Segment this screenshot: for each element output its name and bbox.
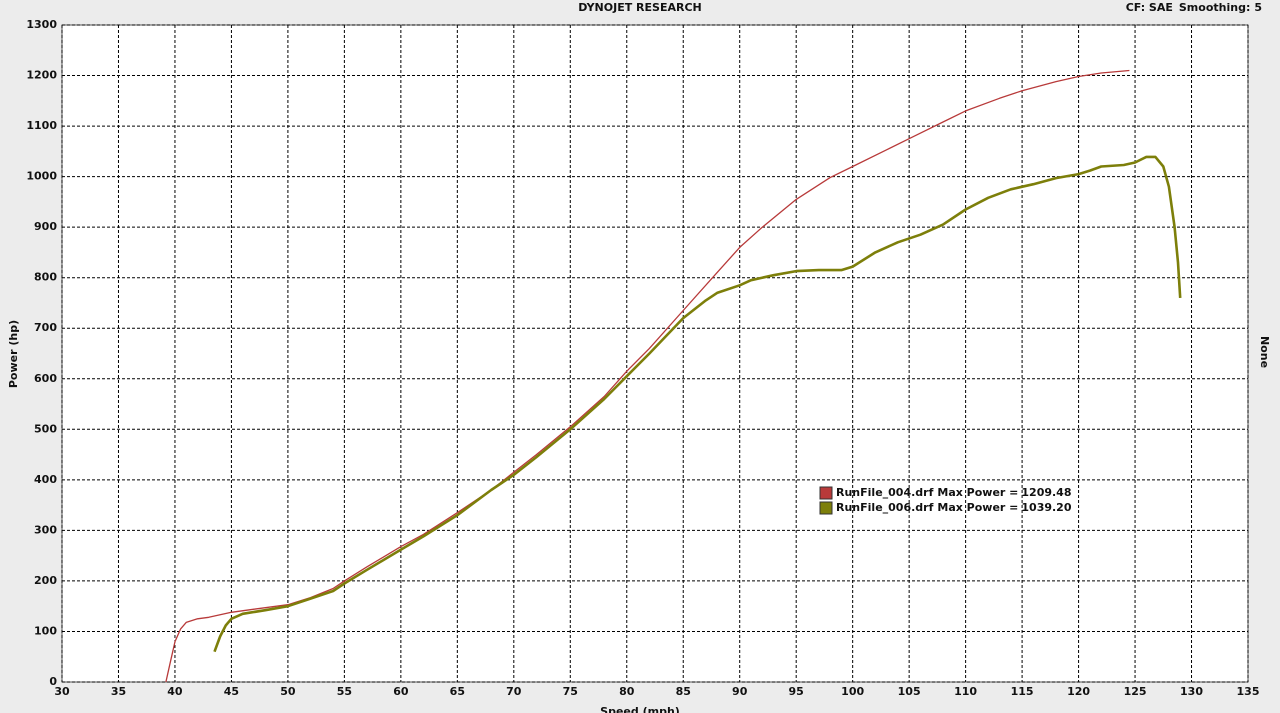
smoothing: 5 <box>1254 1 1262 14</box>
y-tick-label: 100 <box>34 624 57 637</box>
y-tick-label: 600 <box>34 372 57 385</box>
legend-entry: RunFile_004.drf Max Power = 1209.48 <box>836 486 1072 499</box>
legend-entry: RunFile_006.drf Max Power = 1039.20 <box>836 501 1072 514</box>
x-tick-label: 90 <box>732 685 748 698</box>
y-tick-label: 1100 <box>26 119 57 132</box>
smoothing-label: Smoothing: <box>1179 1 1250 14</box>
y-tick-label: 1300 <box>26 18 57 31</box>
x-axis-label: Speed (mph) <box>600 705 680 713</box>
legend-label: Max Power = <box>937 501 1018 514</box>
y-tick-label: 0 <box>49 675 57 688</box>
y-axis-label: Power (hp) <box>7 320 20 388</box>
legend-max: 1039.20 <box>1021 501 1071 514</box>
legend-name: RunFile_004.drf <box>836 486 934 499</box>
legend-name: RunFile_006.drf <box>836 501 934 514</box>
right-axis-label: None <box>1258 336 1271 368</box>
x-tick-label: 100 <box>841 685 864 698</box>
legend-max: 1209.48 <box>1021 486 1071 499</box>
line <box>165 69 1130 683</box>
x-tick-label: 95 <box>789 685 804 698</box>
y-tick-label: 200 <box>34 574 57 587</box>
settings: CF: SAE Smoothing: 5 <box>1126 1 1262 14</box>
x-tick-label: 85 <box>676 685 691 698</box>
plot-area <box>61 24 1249 683</box>
x-tick-label: 35 <box>111 685 126 698</box>
x-tick-label: 40 <box>167 685 183 698</box>
legend-swatch <box>819 501 833 515</box>
x-tick-label: 130 <box>1180 685 1203 698</box>
y-tick-label: 900 <box>34 220 57 233</box>
y-tick-label: 700 <box>34 321 57 334</box>
x-tick-label: 125 <box>1124 685 1147 698</box>
x-tick-label: 105 <box>898 685 921 698</box>
x-tick-label: 115 <box>1011 685 1034 698</box>
x-tick-label: 50 <box>280 685 296 698</box>
x-tick-label: 80 <box>619 685 635 698</box>
x-tick-label: 110 <box>954 685 977 698</box>
x-tick-label: 30 <box>54 685 70 698</box>
x-tick-label: 60 <box>393 685 409 698</box>
y-tick-label: 300 <box>34 523 57 536</box>
y-tick-label: 1000 <box>26 170 57 183</box>
chart-title: DYNOJET RESEARCH <box>578 1 701 14</box>
y-tick-label: 800 <box>34 271 57 284</box>
y-tick-label: 400 <box>34 473 57 486</box>
x-tick-label: 135 <box>1237 685 1260 698</box>
x-tick-label: 75 <box>563 685 578 698</box>
y-tick-label: 1200 <box>26 69 57 82</box>
x-tick-label: 120 <box>1067 685 1090 698</box>
y-tick-label: 500 <box>34 422 57 435</box>
legend-swatch <box>819 486 833 500</box>
line <box>213 155 1182 653</box>
legend-label: Max Power = <box>937 486 1018 499</box>
x-tick-label: 65 <box>450 685 465 698</box>
x-tick-label: 55 <box>337 685 352 698</box>
cf: CF: SAE <box>1126 1 1173 14</box>
x-tick-label: 45 <box>224 685 239 698</box>
x-tick-label: 70 <box>506 685 522 698</box>
